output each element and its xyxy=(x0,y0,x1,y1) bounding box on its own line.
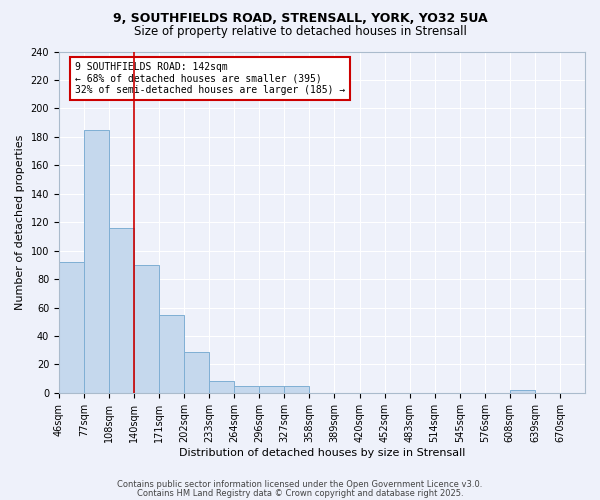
Bar xyxy=(284,386,310,393)
Bar xyxy=(109,228,134,393)
Bar xyxy=(184,352,209,393)
Bar xyxy=(259,386,284,393)
X-axis label: Distribution of detached houses by size in Strensall: Distribution of detached houses by size … xyxy=(179,448,465,458)
Bar xyxy=(510,390,535,393)
Bar xyxy=(209,382,234,393)
Bar xyxy=(234,386,259,393)
Text: 9, SOUTHFIELDS ROAD, STRENSALL, YORK, YO32 5UA: 9, SOUTHFIELDS ROAD, STRENSALL, YORK, YO… xyxy=(113,12,487,26)
Text: Contains HM Land Registry data © Crown copyright and database right 2025.: Contains HM Land Registry data © Crown c… xyxy=(137,488,463,498)
Y-axis label: Number of detached properties: Number of detached properties xyxy=(15,134,25,310)
Text: Size of property relative to detached houses in Strensall: Size of property relative to detached ho… xyxy=(134,25,466,38)
Text: Contains public sector information licensed under the Open Government Licence v3: Contains public sector information licen… xyxy=(118,480,482,489)
Text: 9 SOUTHFIELDS ROAD: 142sqm
← 68% of detached houses are smaller (395)
32% of sem: 9 SOUTHFIELDS ROAD: 142sqm ← 68% of deta… xyxy=(74,62,345,95)
Bar xyxy=(159,314,184,393)
Bar xyxy=(134,265,159,393)
Bar xyxy=(59,262,84,393)
Bar xyxy=(84,130,109,393)
